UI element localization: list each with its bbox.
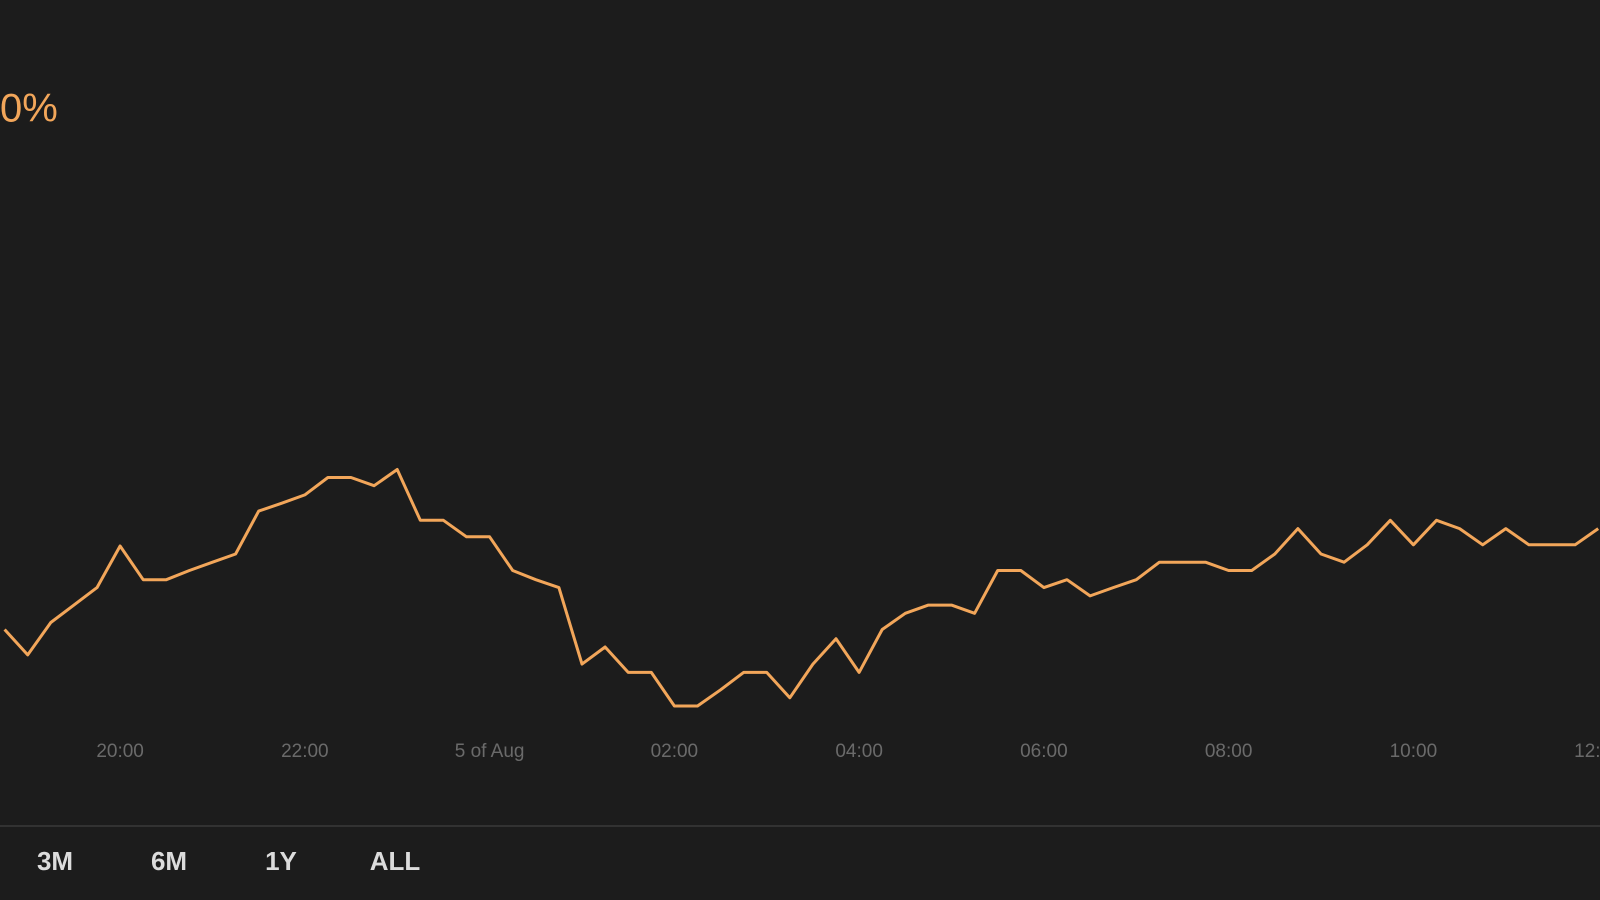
x-tick-label: 08:00 xyxy=(1205,741,1253,762)
range-button[interactable]: ALL xyxy=(370,846,421,876)
range-button[interactable]: 6M xyxy=(151,846,187,876)
range-button[interactable]: 1Y xyxy=(265,846,297,876)
x-tick-label: 06:00 xyxy=(1020,741,1068,762)
range-button[interactable]: 3M xyxy=(37,846,73,876)
x-tick-label: 12: xyxy=(1574,741,1600,762)
x-tick-label: 22:00 xyxy=(281,741,329,762)
x-tick-label: 20:00 xyxy=(96,741,144,762)
x-tick-label: 5 of Aug xyxy=(455,741,525,762)
price-line xyxy=(3,468,1600,708)
change-value: 0% xyxy=(0,87,58,131)
x-tick-label: 02:00 xyxy=(651,741,699,762)
x-tick-label: 10:00 xyxy=(1390,741,1438,762)
x-tick-label: 04:00 xyxy=(835,741,883,762)
